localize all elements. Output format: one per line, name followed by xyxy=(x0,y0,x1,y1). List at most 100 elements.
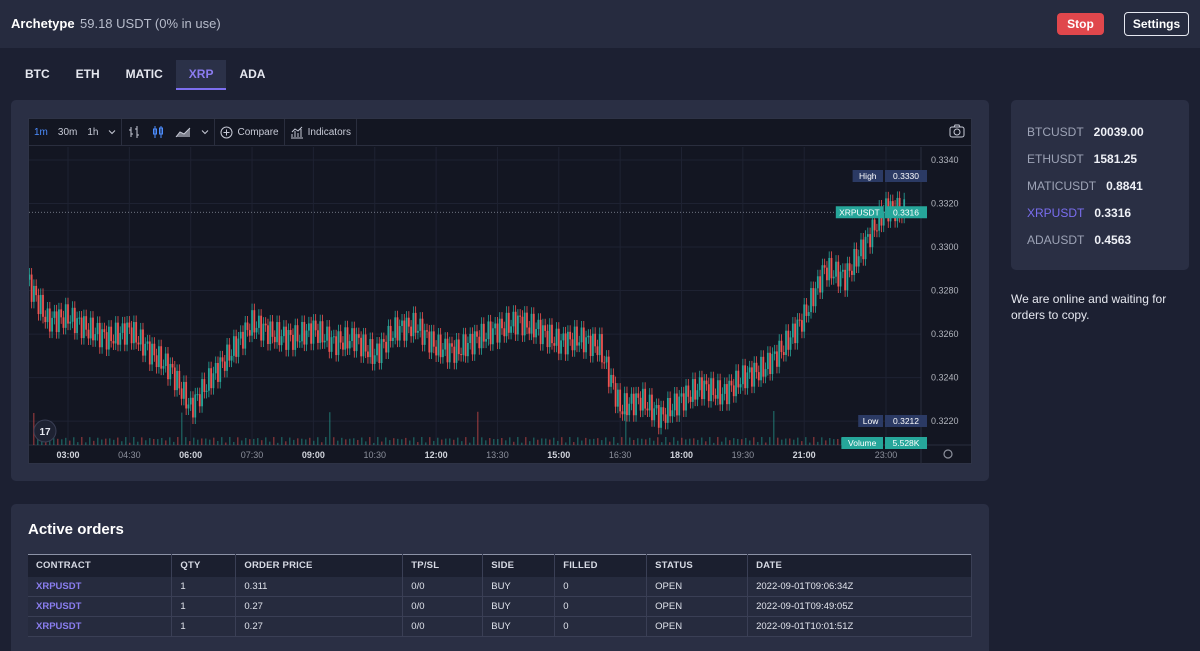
ticker-row[interactable]: ETHUSDT 1581.25 xyxy=(1011,145,1189,172)
bar-chart-style-icon[interactable] xyxy=(122,119,146,146)
tp-sl-cell: 0/0 xyxy=(402,596,484,617)
volume-bar xyxy=(649,437,651,445)
candle-body xyxy=(180,388,183,399)
table-row[interactable]: XRPUSDT 1 0.311 0/0 BUY 0 OPEN 2022-09-0… xyxy=(28,576,972,597)
ticker-row[interactable]: BTCUSDT 20039.00 xyxy=(1011,118,1189,145)
candle-body xyxy=(351,328,353,342)
indicators-button[interactable]: Indicators xyxy=(285,119,356,146)
column-header[interactable]: ORDER PRICE xyxy=(235,554,404,577)
candle-body xyxy=(207,368,210,391)
ticker-row[interactable]: MATICUSDT 0.8841 xyxy=(1011,172,1189,199)
contract-link[interactable]: XRPUSDT xyxy=(28,576,173,597)
candle-body xyxy=(287,330,290,350)
interval-1h[interactable]: 1h xyxy=(87,126,99,138)
volume-bar xyxy=(345,439,347,445)
camera-icon[interactable] xyxy=(949,124,965,141)
candle-body xyxy=(276,322,278,343)
compare-button[interactable]: Compare xyxy=(215,119,283,146)
candle-body xyxy=(698,377,701,391)
candle-body xyxy=(748,367,751,373)
candle-body xyxy=(832,276,835,279)
chart-style-dropdown-icon[interactable] xyxy=(196,119,214,146)
candle-body xyxy=(223,361,226,371)
candle-body xyxy=(185,381,188,409)
tab-xrp[interactable]: XRP xyxy=(175,60,227,90)
price-chart[interactable]: 0.3340 0.3320 0.3300 0.3280 0.3260 0.3240 0.32… xyxy=(29,147,971,464)
column-header[interactable]: QTY xyxy=(171,554,237,577)
candle-body xyxy=(587,335,590,338)
volume-bar xyxy=(341,437,343,445)
qty-cell: 1 xyxy=(171,576,237,597)
area-chart-style-icon[interactable] xyxy=(170,119,196,146)
candle-body xyxy=(505,312,508,337)
volume-bar xyxy=(749,440,751,445)
candle-body xyxy=(703,380,706,400)
ticker-row[interactable]: XRPUSDT 0.3316 xyxy=(1011,199,1189,226)
low-label-bg xyxy=(858,415,883,427)
candle-body xyxy=(482,323,485,342)
candle-body xyxy=(417,330,419,333)
column-header[interactable]: SIDE xyxy=(482,554,556,577)
table-row[interactable]: XRPUSDT 1 0.27 0/0 BUY 0 OPEN 2022-09-01… xyxy=(28,596,972,617)
candle-body xyxy=(405,317,408,341)
volume-bar xyxy=(337,440,339,445)
candle-body xyxy=(751,367,753,387)
candle-body xyxy=(471,333,474,355)
volume-bar xyxy=(813,437,815,445)
y-tick-label: 0.3220 xyxy=(931,416,959,426)
volume-bar xyxy=(325,437,327,445)
low-value: 0.3212 xyxy=(893,416,919,426)
column-header[interactable]: DATE xyxy=(747,554,972,577)
candle-body xyxy=(289,330,292,335)
candle-body xyxy=(135,322,138,343)
tab-matic[interactable]: MATIC xyxy=(125,67,163,81)
interval-1m[interactable]: 1m xyxy=(34,126,48,138)
candle-body xyxy=(844,269,846,291)
volume-bar xyxy=(265,437,267,445)
candle-body xyxy=(362,334,365,357)
ticker-price: 1581.25 xyxy=(1093,151,1138,166)
tab-ada[interactable]: ADA xyxy=(239,67,266,81)
candle-chart-style-icon[interactable] xyxy=(146,119,170,146)
volume-bar xyxy=(321,442,323,445)
volume-bar xyxy=(269,441,271,445)
interval-dropdown-icon[interactable] xyxy=(103,119,121,146)
table-row[interactable]: XRPUSDT 1 0.27 0/0 BUY 0 OPEN 2022-09-01… xyxy=(28,616,972,637)
candle-body xyxy=(228,344,231,361)
volume-bar xyxy=(725,437,727,445)
candle-body xyxy=(305,330,308,345)
column-header[interactable]: FILLED xyxy=(554,554,648,577)
volume-bar xyxy=(805,437,807,445)
candle-body xyxy=(44,316,47,323)
settings-button[interactable]: Settings xyxy=(1124,12,1189,36)
volume-bar xyxy=(297,438,299,445)
candle-body xyxy=(873,219,876,231)
volume-bar xyxy=(737,438,739,445)
orders-table: CONTRACT QTY ORDER PRICE TP/SL SIDE FILL… xyxy=(28,554,972,637)
contract-link[interactable]: XRPUSDT xyxy=(28,616,173,637)
y-tick-label: 0.3240 xyxy=(931,373,959,383)
candle-body xyxy=(773,351,776,354)
candle-body xyxy=(766,352,769,370)
interval-30m[interactable]: 30m xyxy=(57,126,78,138)
volume-bar xyxy=(425,442,427,445)
tab-eth[interactable]: ETH xyxy=(75,67,100,81)
candle-body xyxy=(146,341,149,344)
volume-bar xyxy=(181,412,183,445)
contract-link[interactable]: XRPUSDT xyxy=(28,596,173,617)
candle-body xyxy=(635,393,637,416)
candle-body xyxy=(678,396,681,416)
column-header[interactable]: STATUS xyxy=(646,554,749,577)
x-tick-label: 16:30 xyxy=(609,450,632,460)
candle-body xyxy=(108,326,110,350)
candle-body xyxy=(855,248,858,267)
ticker-row[interactable]: ADAUSDT 0.4563 xyxy=(1011,226,1189,253)
stop-button[interactable]: Stop xyxy=(1057,13,1104,35)
candle-body xyxy=(728,380,731,405)
volume-bar xyxy=(121,441,123,445)
candle-body xyxy=(737,370,740,388)
tab-btc[interactable]: BTC xyxy=(25,67,50,81)
column-header[interactable]: TP/SL xyxy=(402,554,484,577)
column-header[interactable]: CONTRACT xyxy=(28,554,173,577)
candle-body xyxy=(323,340,326,343)
